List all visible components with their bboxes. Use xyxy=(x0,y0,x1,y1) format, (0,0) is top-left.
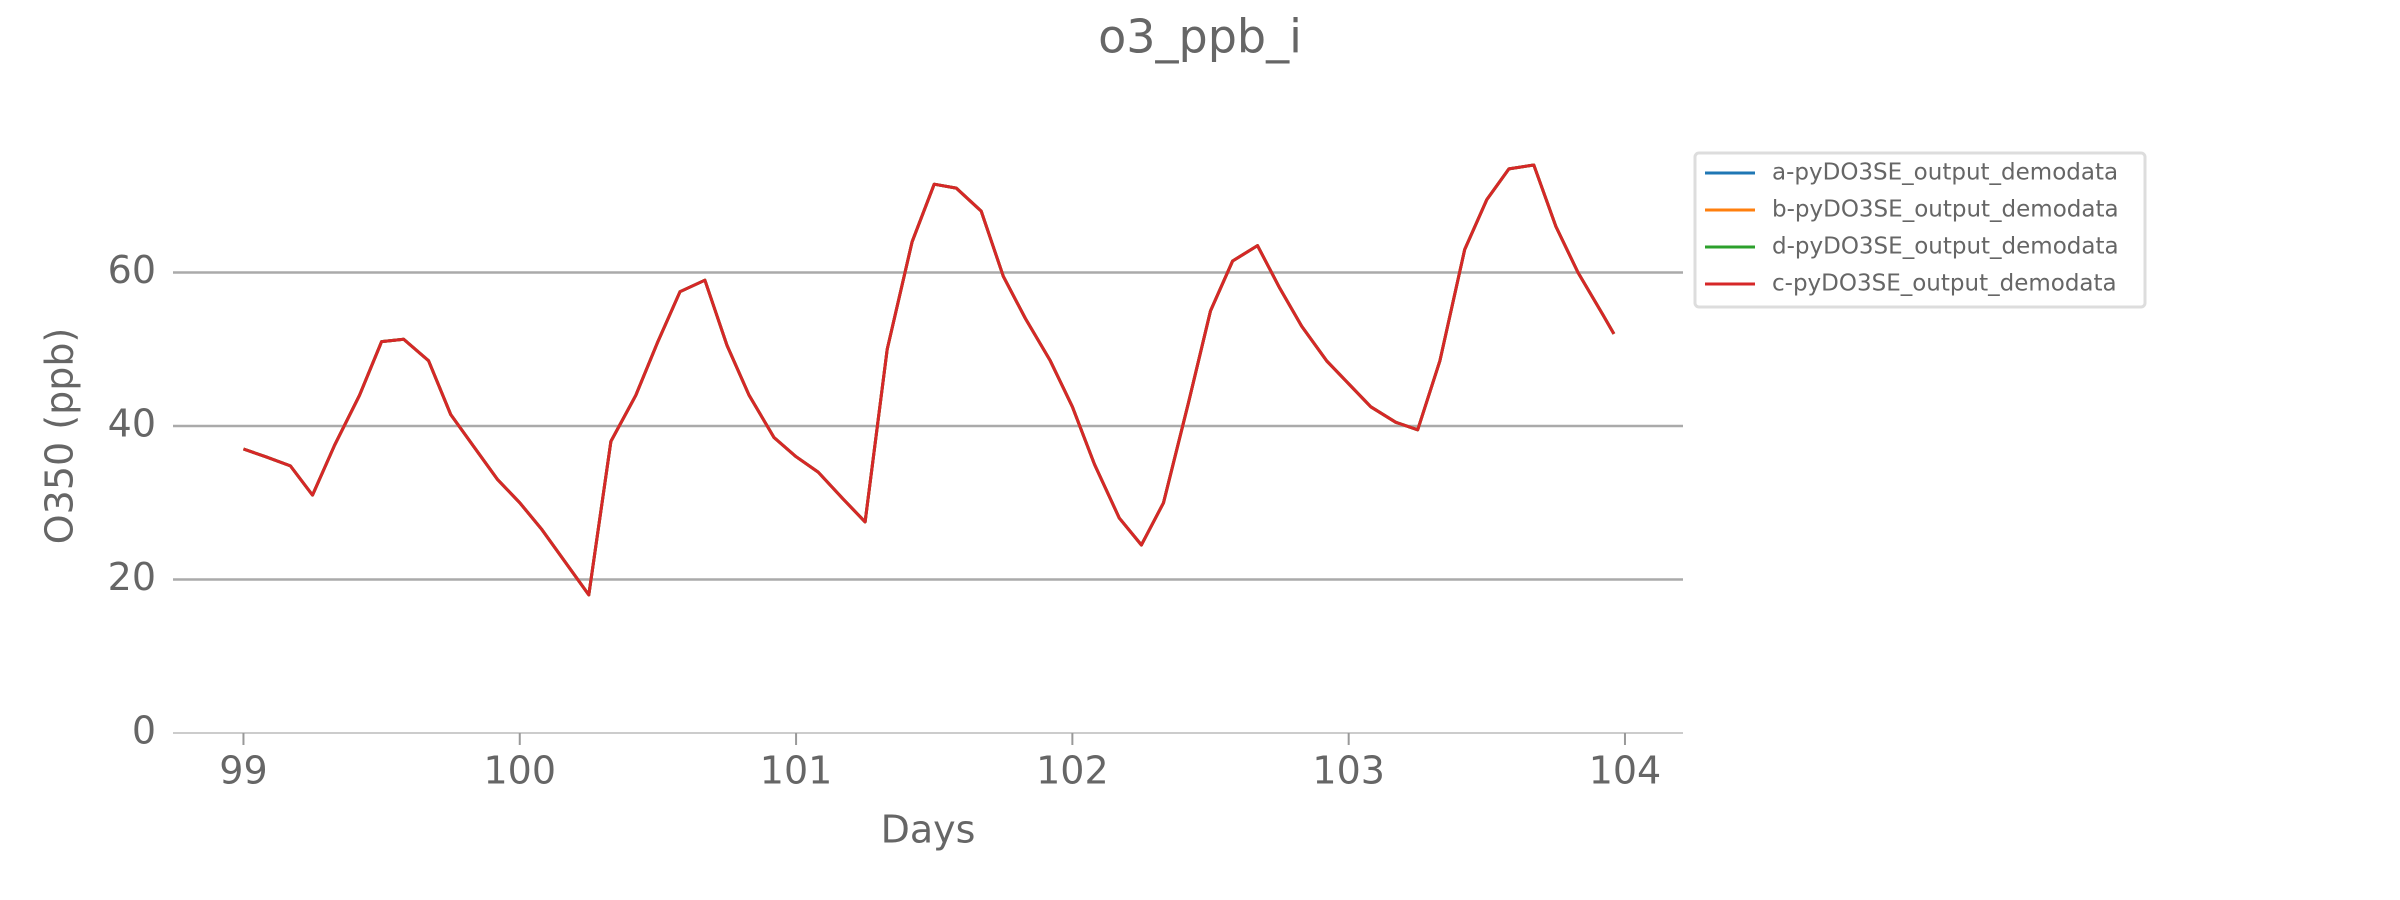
x-tick-label: 102 xyxy=(1036,749,1109,793)
x-tick-label: 101 xyxy=(760,749,833,793)
x-tick-label: 100 xyxy=(483,749,556,793)
legend-label: d-pyDO3SE_output_demodata xyxy=(1772,234,2119,260)
y-tick-label: 0 xyxy=(132,709,156,753)
series-line xyxy=(243,163,1616,597)
x-axis-label: Days xyxy=(881,808,976,852)
legend-label: a-pyDO3SE_output_demodata xyxy=(1772,160,2118,186)
y-axis-label: O350 (ppb) xyxy=(38,328,82,545)
legend-box xyxy=(1693,151,2147,309)
y-tick-label: 60 xyxy=(108,248,156,292)
series-line xyxy=(243,163,1616,597)
legend-label: b-pyDO3SE_output_demodata xyxy=(1772,197,2119,223)
x-tick-label: 103 xyxy=(1312,749,1385,793)
y-tick-label: 40 xyxy=(108,402,156,446)
chart-title: o3_ppb_i xyxy=(1098,10,1302,64)
series-line xyxy=(243,163,1616,597)
legend-label: c-pyDO3SE_output_demodata xyxy=(1772,271,2117,297)
x-tick-label: 104 xyxy=(1589,749,1662,793)
series-line xyxy=(243,163,1616,597)
x-tick-label: 99 xyxy=(219,749,267,793)
y-tick-label: 20 xyxy=(108,555,156,599)
